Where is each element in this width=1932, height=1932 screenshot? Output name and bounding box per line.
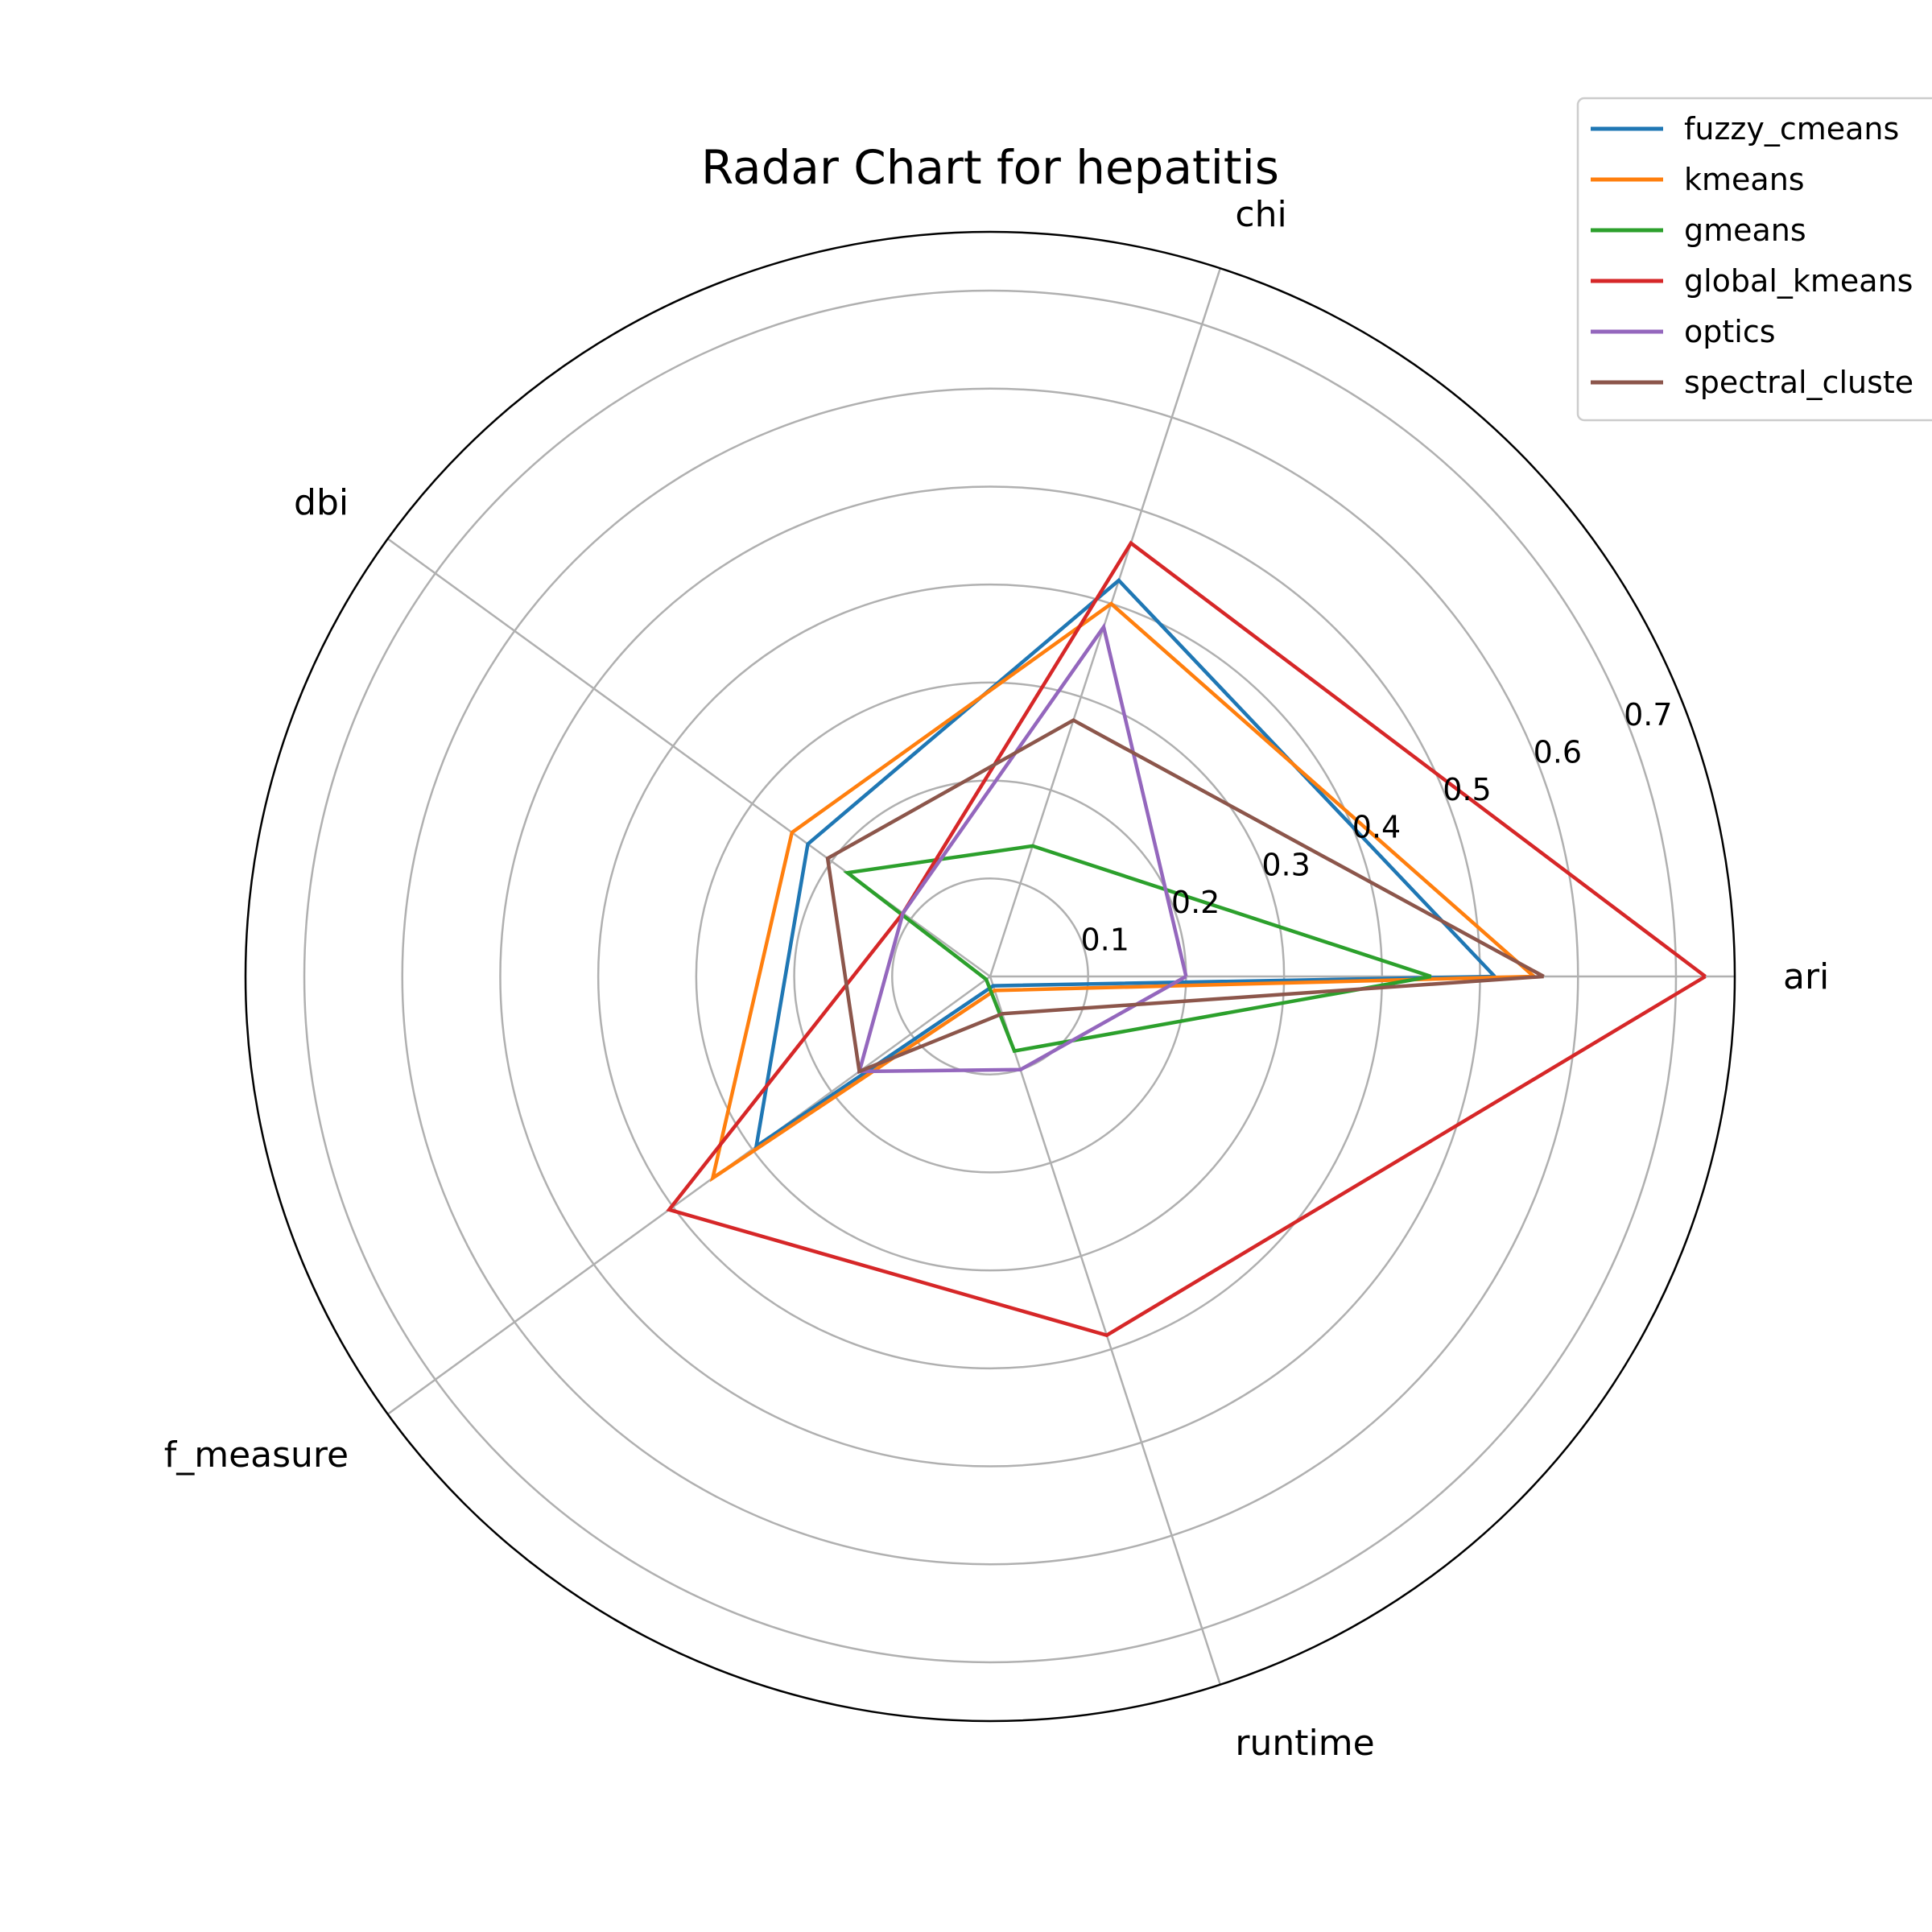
series-line-spectral_clustering: [825, 718, 1545, 1075]
r-tick-label: 0.5: [1443, 772, 1491, 807]
r-tick-label: 0.6: [1534, 735, 1582, 770]
legend-frame: [1576, 97, 1932, 422]
r-tick-label: 0.2: [1171, 885, 1220, 920]
series-line-fuzzy_cmeans: [753, 577, 1496, 1150]
axis-label-f_measure: f_measure: [164, 1435, 349, 1476]
r-tick-label: 0.1: [1080, 922, 1129, 957]
legend-label: kmeans: [1684, 162, 1805, 197]
legend-label: optics: [1684, 314, 1776, 349]
legend-label: spectral_cluste: [1684, 365, 1913, 400]
r-tick-label: 0.3: [1261, 847, 1310, 882]
r-tick-label: 0.4: [1352, 810, 1401, 845]
radar-series: [666, 540, 1707, 1338]
series-line-global_kmeans: [666, 540, 1707, 1338]
series-line-gmeans: [843, 844, 1432, 1054]
outer-ring: [244, 230, 1736, 1723]
legend-label: gmeans: [1684, 213, 1806, 248]
legend-label: fuzzy_cmeans: [1684, 111, 1899, 147]
legend-label: global_kmeans: [1684, 263, 1913, 299]
axis-label-ari: ari: [1783, 956, 1829, 997]
radar-grid: [244, 230, 1736, 1723]
axis-spoke: [989, 976, 1222, 1686]
chart-title: Radar Chart for hepatitis: [701, 140, 1279, 195]
axis-spoke: [386, 975, 991, 1415]
axis-spoke: [989, 267, 1222, 977]
r-tick-label: 0.7: [1624, 697, 1672, 733]
series-line-optics: [857, 622, 1188, 1074]
axis-label-runtime: runtime: [1235, 1723, 1374, 1764]
axis-label-chi: chi: [1235, 194, 1286, 235]
series-line-kmeans: [709, 601, 1535, 1183]
axis-label-dbi: dbi: [294, 482, 349, 523]
